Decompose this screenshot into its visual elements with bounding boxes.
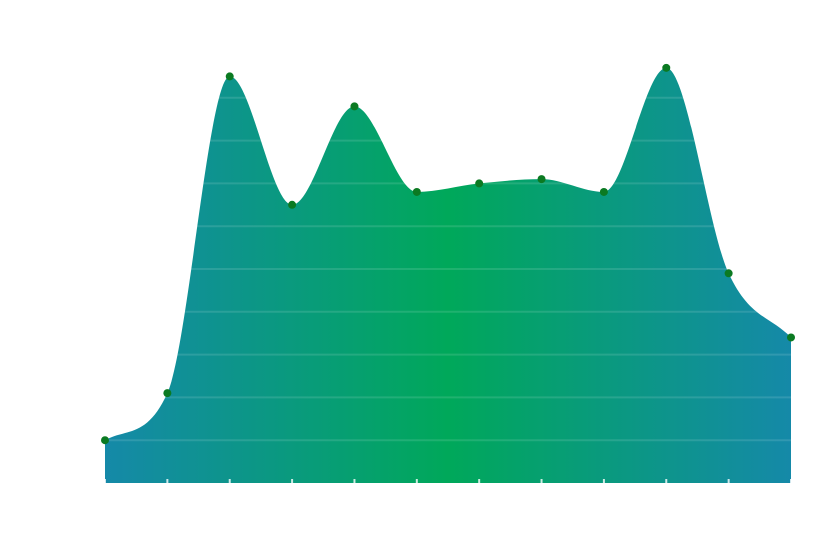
point <box>475 179 484 188</box>
point <box>724 269 733 278</box>
point <box>599 187 608 196</box>
point <box>225 72 234 81</box>
point <box>412 187 421 196</box>
point <box>350 102 359 111</box>
point <box>662 63 671 72</box>
point <box>537 175 546 184</box>
point <box>787 333 795 342</box>
point <box>163 389 172 398</box>
point <box>288 200 297 209</box>
area <box>105 67 791 483</box>
point <box>101 436 109 445</box>
